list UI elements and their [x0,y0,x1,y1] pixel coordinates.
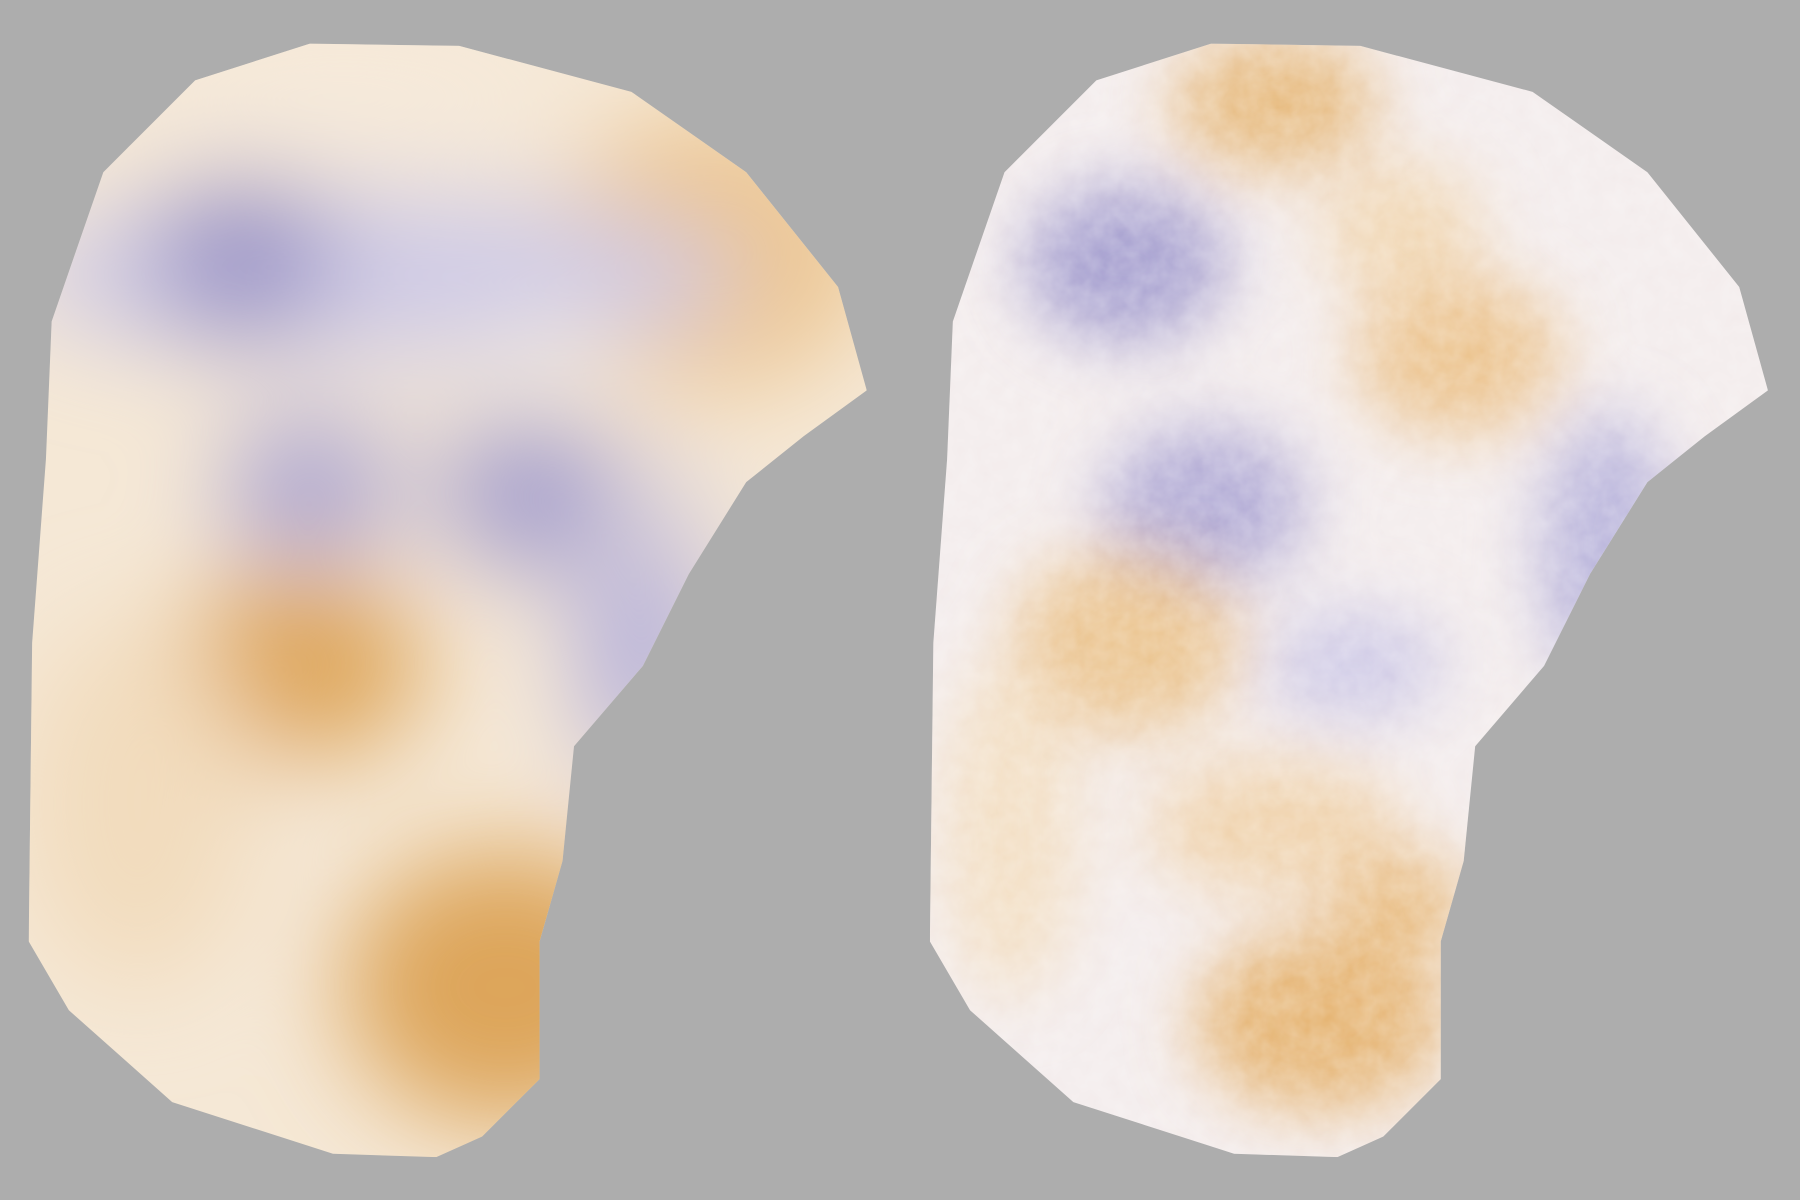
page [28,43,1768,1158]
map-view [28,43,1768,1158]
